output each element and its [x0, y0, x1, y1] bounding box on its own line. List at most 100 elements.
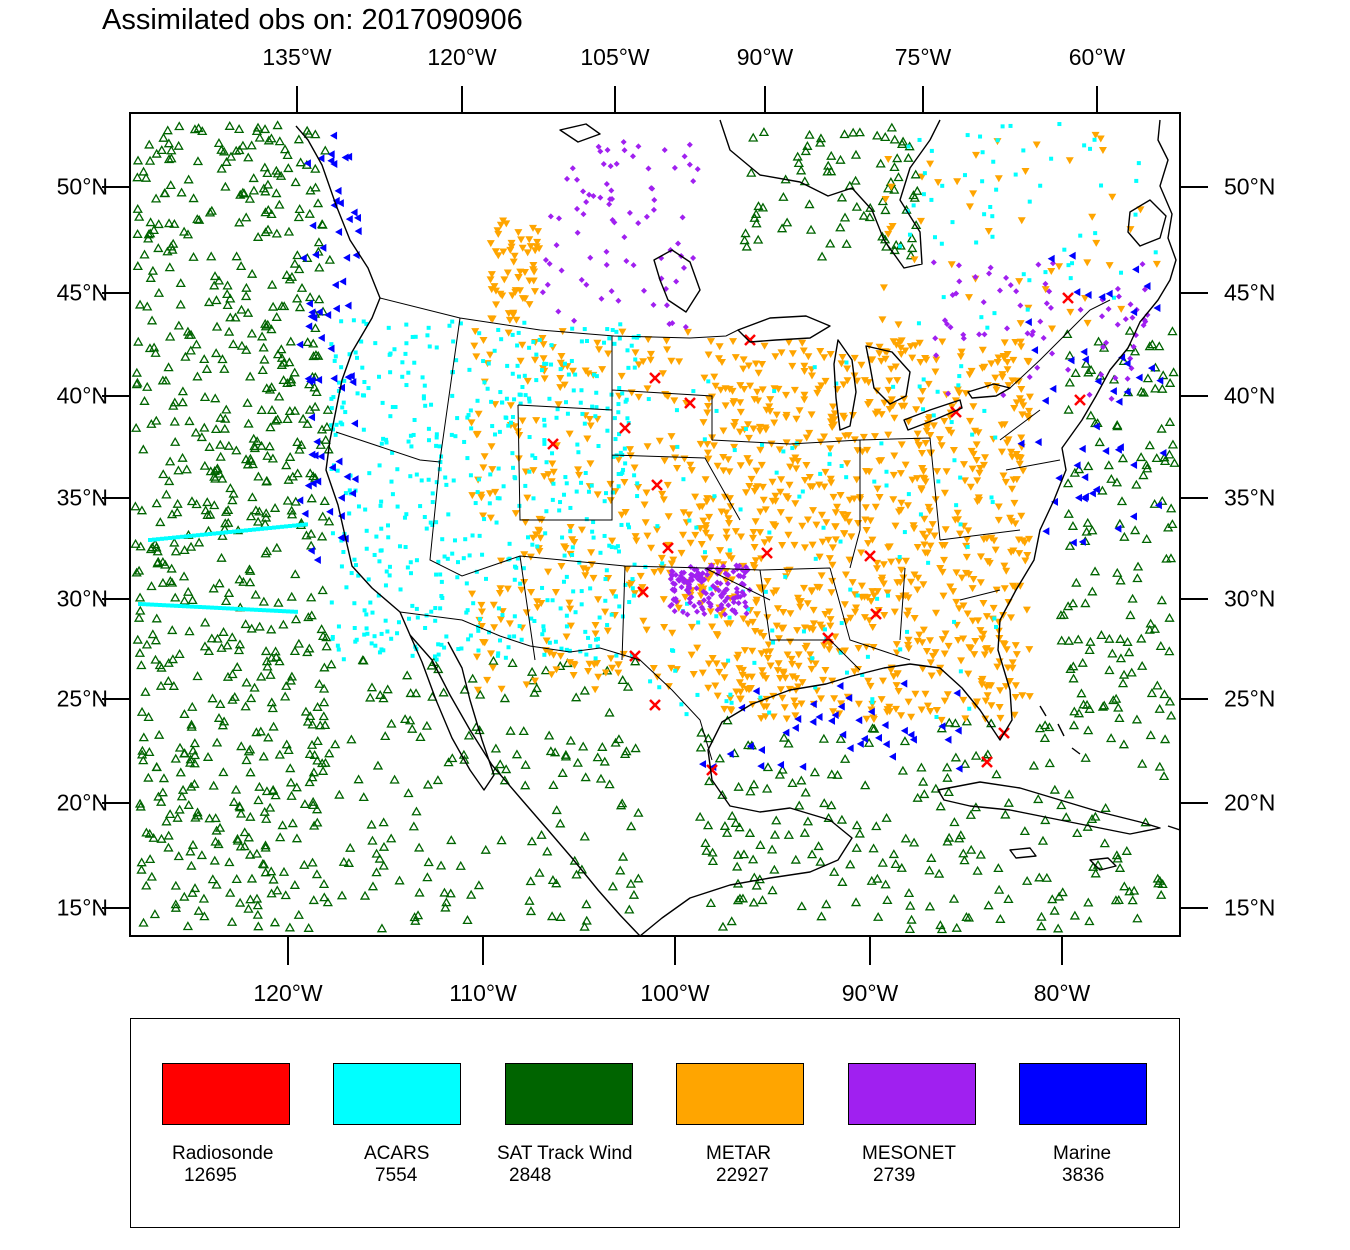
obs-marker-triangle-down: [663, 393, 672, 401]
obs-marker-triangle-down: [891, 363, 900, 371]
obs-marker-triangle-up: [367, 881, 379, 891]
obs-marker-square: [381, 436, 386, 441]
obs-marker-triangle-down: [892, 641, 901, 649]
obs-marker-triangle-down: [901, 347, 910, 355]
west-coastline: [295, 125, 641, 936]
obs-marker-triangle-up: [293, 909, 304, 919]
cuba-coastline: [937, 781, 1161, 835]
obs-marker-triangle-up: [912, 792, 923, 802]
obs-marker-square: [989, 495, 994, 500]
obs-marker-triangle-down: [746, 382, 755, 390]
obs-marker-square: [712, 494, 717, 499]
obs-marker-square: [674, 408, 679, 413]
obs-marker-triangle-down: [739, 615, 748, 623]
obs-marker-triangle-down: [760, 539, 769, 547]
obs-marker-triangle-down: [826, 351, 835, 359]
obs-marker-square: [515, 363, 520, 368]
obs-marker-triangle-down: [777, 625, 786, 633]
obs-marker-triangle-down: [601, 669, 610, 677]
obs-marker-square: [475, 490, 480, 495]
obs-marker-triangle-up: [595, 773, 607, 783]
obs-marker-square: [939, 241, 944, 246]
obs-marker-square: [609, 612, 614, 617]
obs-marker-square: [616, 402, 621, 407]
obs-marker-triangle-up: [276, 344, 287, 354]
obs-marker-triangle-left: [349, 378, 357, 387]
obs-marker-triangle-down: [1007, 614, 1016, 622]
obs-marker-triangle-up: [707, 847, 718, 857]
obs-marker-triangle-down: [891, 522, 900, 530]
obs-marker-triangle-up: [374, 853, 385, 863]
obs-marker-triangle-down: [545, 649, 554, 657]
obs-marker-triangle-down: [713, 559, 722, 567]
obs-marker-triangle-down: [982, 613, 991, 621]
obs-marker-triangle-up: [310, 401, 321, 411]
obs-marker-triangle-left: [794, 714, 802, 723]
obs-marker-triangle-up: [185, 345, 196, 355]
obs-marker-square: [467, 553, 472, 558]
obs-marker-triangle-up: [172, 507, 183, 517]
obs-marker-triangle-down: [736, 688, 745, 696]
obs-marker-triangle-up: [252, 909, 263, 919]
obs-marker-square: [369, 641, 374, 646]
obs-marker-triangle-up: [825, 238, 836, 248]
obs-marker-triangle-up: [213, 839, 224, 849]
obs-marker-triangle-up: [1103, 460, 1114, 470]
obs-marker-triangle-up: [227, 495, 238, 505]
obs-marker-square: [503, 655, 508, 660]
obs-marker-triangle-down: [878, 316, 887, 324]
obs-marker-triangle-up: [241, 677, 252, 687]
obs-marker-triangle-down: [816, 348, 825, 356]
obs-marker-triangle-up: [1150, 383, 1161, 393]
obs-marker-triangle-down: [983, 558, 992, 566]
obs-marker-triangle-down: [868, 623, 877, 631]
obs-marker-triangle-down: [782, 493, 791, 501]
obs-marker-triangle-down: [838, 353, 847, 361]
obs-marker-square: [332, 358, 337, 363]
obs-marker-triangle-down: [744, 434, 753, 442]
obs-marker-square: [926, 560, 931, 565]
obs-marker-square: [511, 465, 516, 470]
obs-marker-triangle-up: [238, 576, 249, 586]
obs-marker-triangle-down: [895, 595, 904, 603]
obs-marker-diamond: [679, 214, 686, 221]
obs-marker-square: [617, 336, 622, 341]
obs-marker-triangle-up: [215, 699, 226, 709]
obs-marker-triangle-up: [346, 734, 357, 744]
obs-marker-triangle-down: [584, 668, 593, 676]
legend-count: 2739: [873, 1165, 916, 1186]
obs-marker-triangle-down: [923, 702, 932, 710]
obs-marker-triangle-up: [447, 753, 458, 763]
obs-marker-square: [403, 545, 408, 550]
obs-marker-triangle-down: [926, 160, 935, 168]
obs-marker-triangle-up: [1144, 440, 1155, 450]
obs-marker-triangle-up: [1111, 477, 1123, 487]
obs-marker-triangle-down: [947, 261, 956, 269]
obs-marker-triangle-down: [719, 454, 728, 462]
obs-marker-triangle-down: [887, 365, 896, 373]
obs-marker-triangle-down: [880, 611, 889, 619]
obs-marker-triangle-left: [1047, 254, 1055, 263]
obs-marker-diamond: [555, 308, 562, 315]
obs-marker-triangle-up: [529, 687, 540, 697]
obs-marker-square: [535, 544, 540, 549]
obs-marker-triangle-down: [779, 668, 788, 676]
obs-marker-triangle-down: [614, 661, 623, 669]
obs-marker-triangle-down: [954, 637, 963, 645]
obs-marker-triangle-up: [151, 613, 162, 623]
obs-marker-square: [230, 606, 234, 611]
obs-marker-triangle-down: [861, 504, 870, 512]
obs-marker-triangle-up: [1003, 797, 1014, 807]
obs-marker-triangle-up: [581, 899, 592, 909]
obs-marker-triangle-down: [566, 605, 575, 613]
obs-marker-square: [470, 533, 475, 538]
obs-marker-square: [334, 422, 339, 427]
obs-marker-triangle-down: [758, 483, 767, 491]
obs-marker-triangle-up: [235, 841, 246, 851]
obs-marker-triangle-down: [747, 475, 756, 483]
obs-marker-triangle-up: [1167, 439, 1179, 449]
legend-label: Radiosonde: [172, 1143, 274, 1164]
obs-marker-triangle-down: [556, 359, 565, 367]
obs-marker-square: [222, 606, 226, 611]
obs-marker-diamond: [583, 281, 590, 288]
